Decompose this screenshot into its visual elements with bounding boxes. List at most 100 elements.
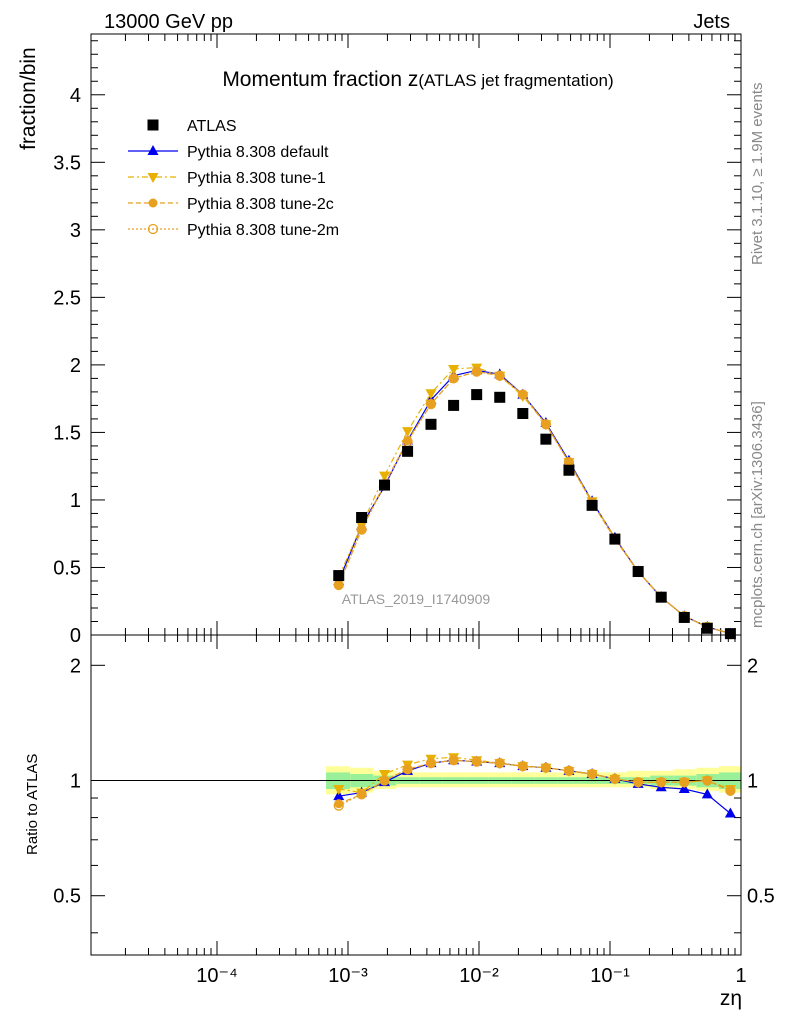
ratio-y-tick-label: 1: [70, 771, 81, 793]
x-tick-label: 10⁻²: [459, 965, 499, 987]
point-atlas: [494, 391, 506, 403]
point-pythia-8-308-tune-2c: [518, 390, 528, 400]
ratio-point-pythia-8-308-tune-2m: [333, 800, 344, 811]
point-pythia-8-308-tune-2m: [540, 419, 552, 430]
main-plot-title-main: Momentum fraction z: [222, 68, 418, 91]
ratio-point-pythia-8-308-default: [724, 807, 736, 818]
point-pythia-8-308-tune-2m: [448, 373, 459, 384]
main-plot-title: Momentum fraction z(ATLAS jet fragmentat…: [222, 68, 613, 91]
main-y-tick-label: 2: [70, 355, 81, 377]
main-y-tick-label: 3.5: [53, 152, 81, 174]
analysis-watermark: ATLAS_2019_I1740909: [342, 591, 491, 607]
ratio-point-pythia-8-308-tune-2m: [517, 761, 528, 772]
main-plot-title-sub: (ATLAS jet fragmentation): [418, 71, 613, 90]
ratio-point-pythia-8-308-default: [333, 790, 345, 801]
point-pythia-8-308-tune-2m: [494, 370, 505, 381]
ratio-point-pythia-8-308-tune-2m: [656, 777, 667, 788]
point-atlas: [425, 418, 437, 430]
point-atlas: [402, 445, 414, 457]
ratio-point-pythia-8-308-tune-2m: [609, 773, 621, 785]
ratio-point-pythia-8-308-tune-2m: [494, 758, 505, 769]
point-atlas: [448, 399, 460, 411]
point-atlas: [632, 566, 644, 578]
main-y-tick-label: 0.5: [53, 557, 81, 579]
legend-marker: [147, 223, 159, 235]
ratio-y-tick-label-right: 1: [747, 771, 758, 793]
ratio-point-pythia-8-308-tune-2m: [356, 789, 367, 800]
ratio-point-pythia-8-308-tune-2m: [702, 775, 713, 786]
side-text-rivet: Rivet 3.1.10, ≥ 1.9M events: [749, 83, 766, 266]
point-atlas: [563, 464, 575, 476]
point-pythia-8-308-tune-2c: [357, 525, 367, 535]
point-pythia-8-308-tune-1: [448, 364, 460, 375]
legend-marker: [147, 145, 159, 155]
point-atlas: [379, 479, 391, 491]
main-y-axis-label: fraction/bin: [17, 47, 40, 150]
ratio-point-pythia-8-308-tune-2c: [472, 757, 482, 767]
ratio-point-pythia-8-308-tune-2m: [448, 755, 459, 766]
legend-item-pythia-8-308-tune-2m: Pythia 8.308 tune-2m: [128, 222, 339, 239]
legend-label: Pythia 8.308 tune-1: [187, 170, 326, 187]
x-tick-label: 10⁻⁴: [196, 965, 237, 987]
ratio-point-pythia-8-308-tune-2m: [540, 762, 552, 773]
point-pythia-8-308-tune-1: [402, 427, 414, 438]
ratio-point-pythia-8-308-tune-2m: [679, 777, 690, 788]
point-atlas: [517, 408, 529, 420]
main-y-tick-label: 1: [70, 490, 81, 512]
ratio-y-tick-label: 0.5: [53, 886, 81, 908]
legend-label: Pythia 8.308 default: [187, 144, 329, 161]
point-pythia-8-308-tune-2m: [356, 524, 367, 535]
point-atlas: [586, 499, 598, 511]
ratio-point-pythia-8-308-tune-2m: [471, 756, 482, 767]
ratio-point-pythia-8-308-tune-2m: [632, 777, 644, 788]
ratio-point-pythia-8-308-tune-2c: [518, 761, 528, 771]
ratio-point-pythia-8-308-tune-2c: [426, 758, 436, 768]
legend-item-atlas: ATLAS: [147, 118, 237, 135]
ratio-point-pythia-8-308-tune-2c: [633, 777, 643, 787]
ratio-point-pythia-8-308-tune-2m: [425, 758, 437, 769]
ratio-point-pythia-8-308-tune-2m: [586, 768, 598, 780]
main-y-tick-label: 3: [70, 220, 81, 242]
ratio-point-pythia-8-308-tune-1: [379, 769, 391, 780]
header-right: Jets: [693, 11, 730, 33]
point-pythia-8-308-tune-2c: [334, 580, 344, 590]
point-atlas: [609, 533, 621, 545]
point-pythia-8-308-tune-2m: [471, 366, 482, 377]
plot-axes: 0 0.5 1 1.5 2 2.5 3 3.5 4 0.5 0.5 1 1 2 2 10⁻⁴ 10⁻³ 10⁻² 1…: [53, 33, 775, 987]
main-y-tick-label: 4: [70, 85, 81, 107]
point-atlas: [724, 628, 736, 640]
main-y-tick-label: 1.5: [53, 422, 81, 444]
point-pythia-8-308-tune-2m: [425, 398, 437, 410]
ratio-point-pythia-8-308-tune-2m: [402, 764, 413, 775]
point-atlas: [540, 433, 552, 445]
legend-marker: [147, 119, 159, 131]
ratio-point-pythia-8-308-default: [701, 788, 713, 799]
point-pythia-8-308-tune-2m: [517, 389, 528, 400]
point-pythia-8-308-tune-1: [379, 471, 391, 482]
point-atlas: [356, 512, 368, 524]
legend-label: ATLAS: [187, 118, 237, 135]
side-text-mcplots: mcplots.cern.ch [arXiv:1306.3436]: [749, 401, 766, 628]
x-tick-label: 1: [735, 965, 746, 987]
main-y-tick-label: 0: [70, 625, 81, 647]
ratio-point-pythia-8-308-tune-2c: [495, 758, 505, 768]
point-atlas: [471, 389, 483, 401]
ratio-point-pythia-8-308-tune-2m: [379, 775, 390, 786]
ratio-plot-frame: [90, 634, 742, 956]
main-y-tick-label: 2.5: [53, 287, 81, 309]
legend-label: Pythia 8.308 tune-2c: [187, 196, 334, 213]
ratio-y-tick-label-right: 2: [747, 655, 758, 677]
point-atlas: [701, 622, 713, 634]
ratio-point-pythia-8-308-tune-2m: [563, 765, 575, 776]
ratio-y-tick-label: 2: [70, 655, 81, 677]
x-tick-label: 10⁻¹: [590, 965, 630, 987]
legend-item-pythia-8-308-tune-1: Pythia 8.308 tune-1: [128, 170, 326, 187]
legend-item-pythia-8-308-default: Pythia 8.308 default: [128, 144, 329, 161]
point-atlas: [655, 591, 667, 603]
ratio-point-pythia-8-308-tune-2c: [610, 774, 620, 784]
ratio-y-axis-label: Ratio to ATLAS: [24, 754, 41, 855]
legend-marker: [147, 173, 159, 183]
data-series: [333, 363, 736, 818]
point-atlas: [333, 570, 345, 582]
